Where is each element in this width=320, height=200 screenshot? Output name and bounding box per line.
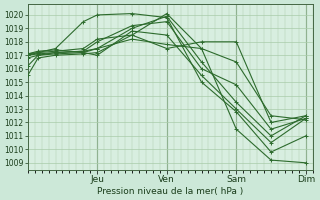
X-axis label: Pression niveau de la mer( hPa ): Pression niveau de la mer( hPa ) <box>97 187 243 196</box>
